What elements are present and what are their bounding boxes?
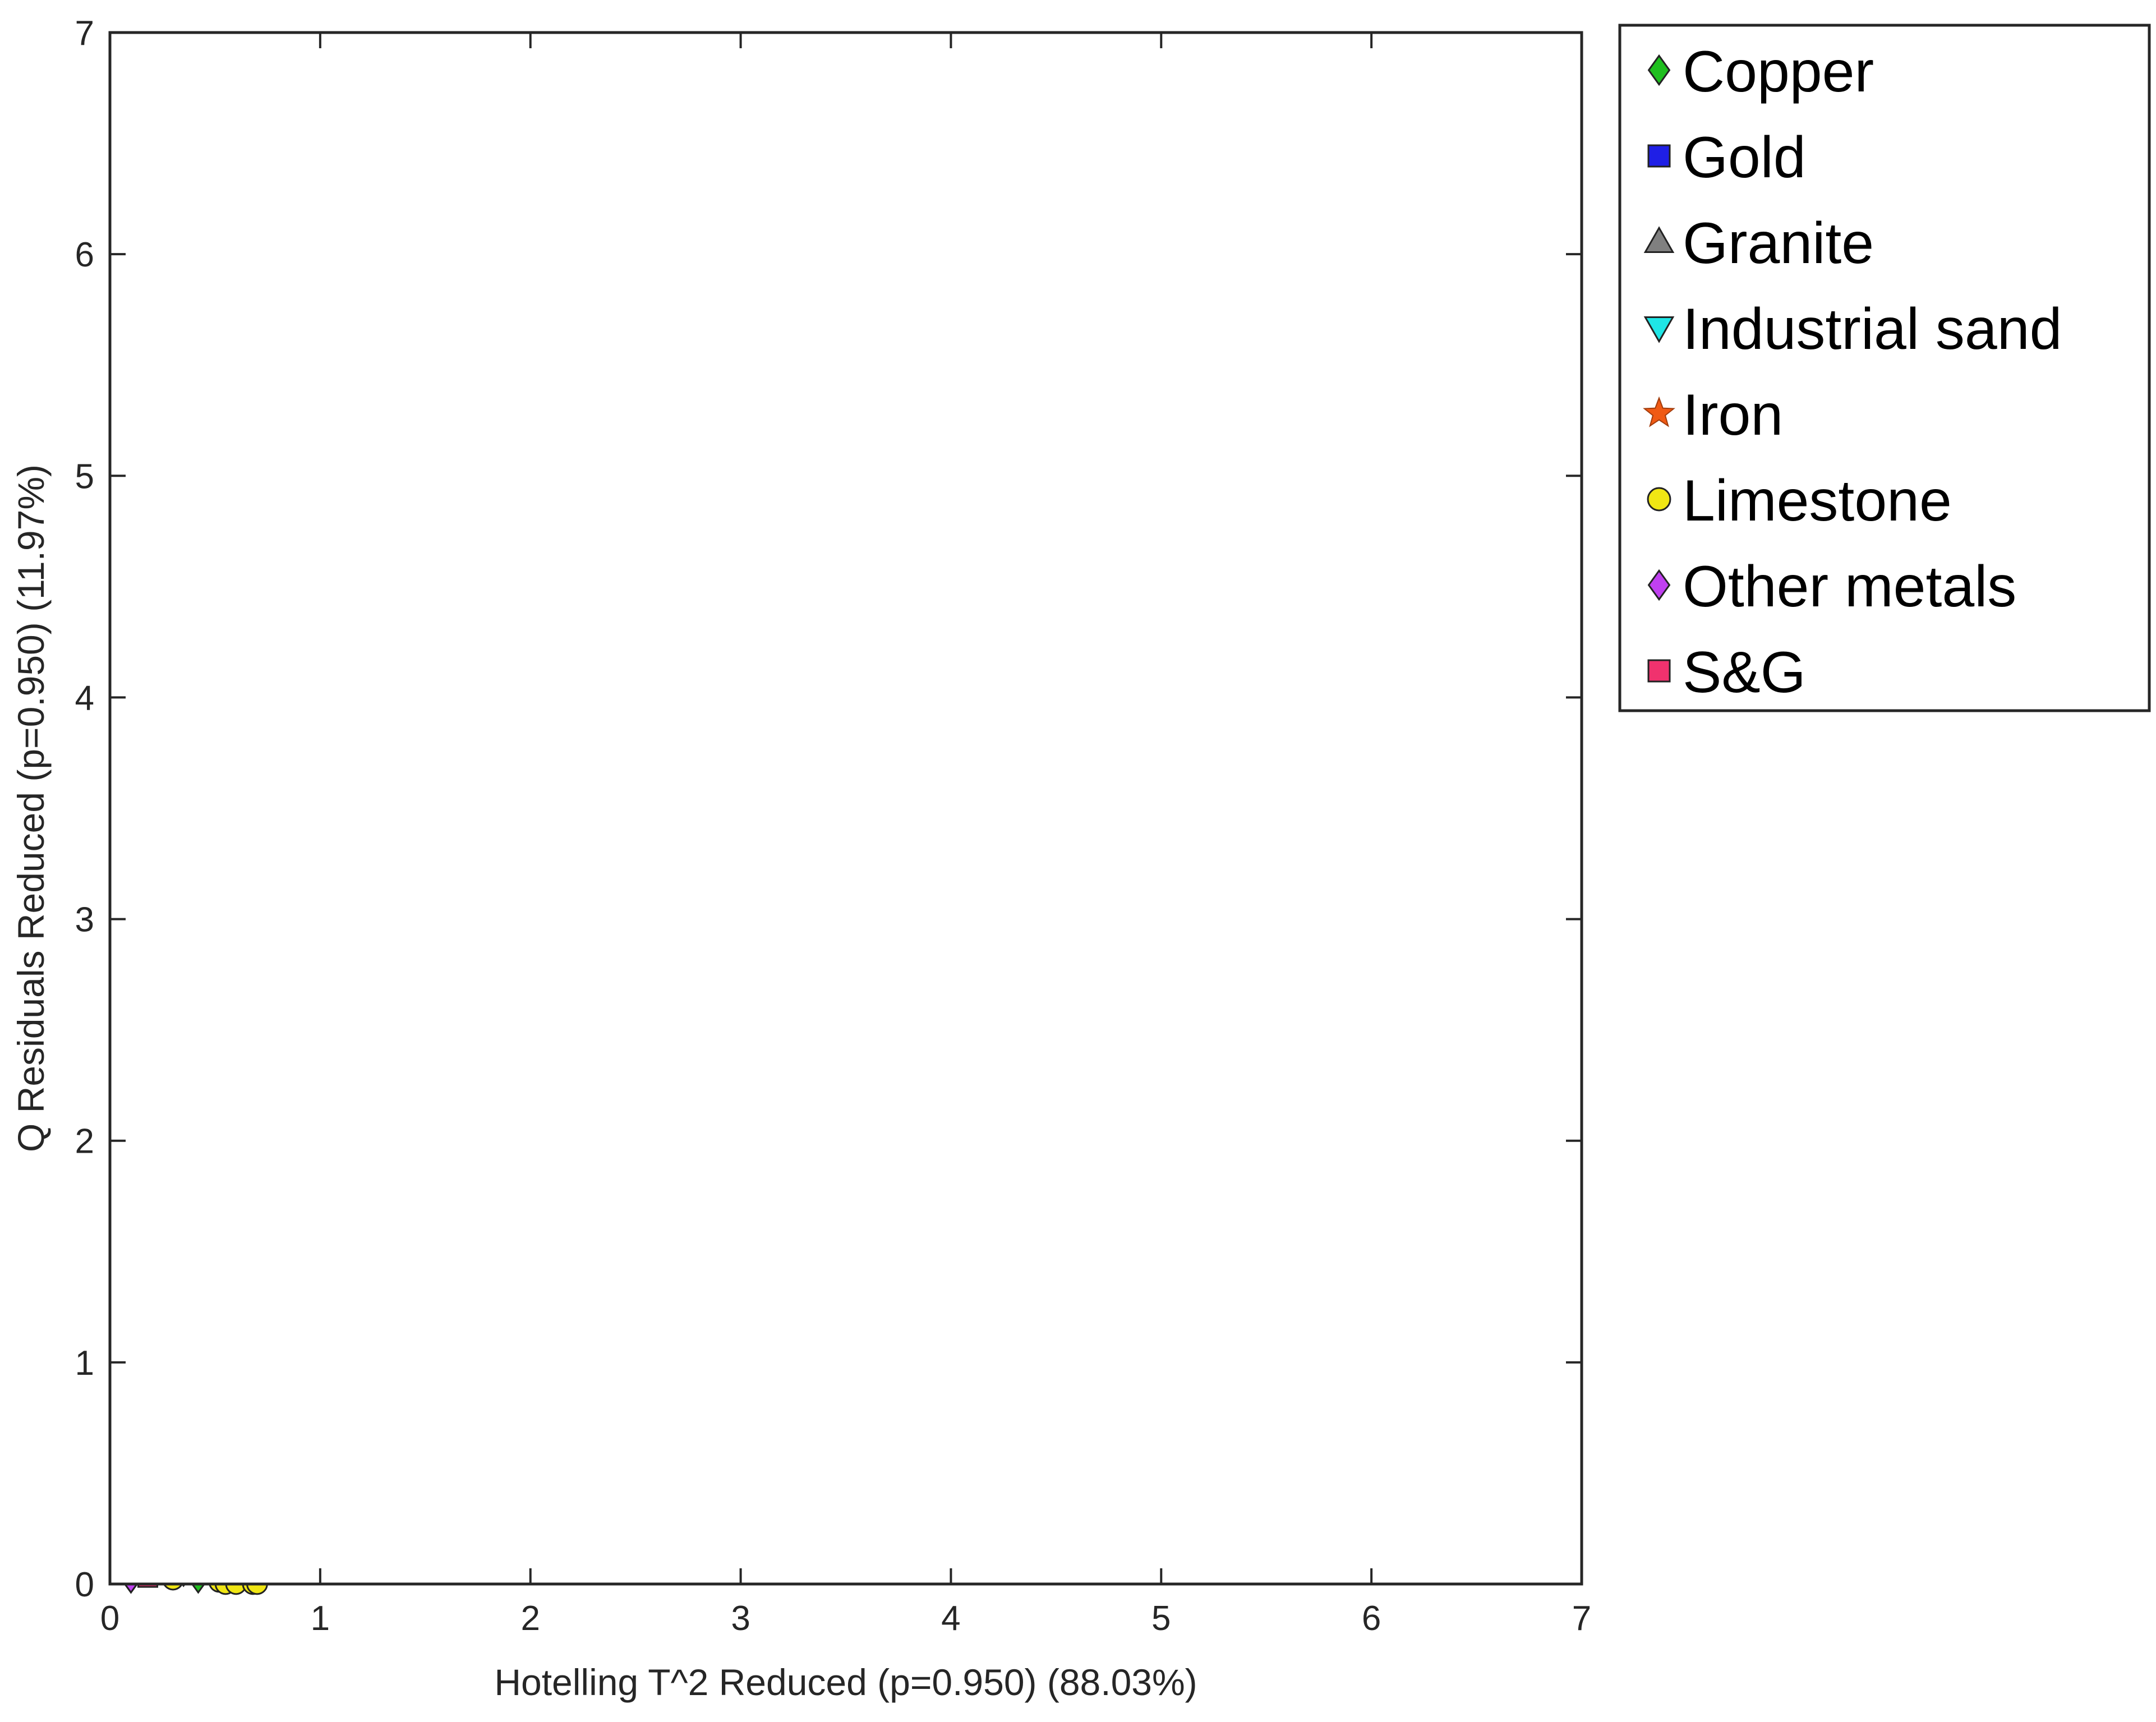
y-tick-label: 0: [75, 1566, 94, 1604]
y-tick-label: 6: [75, 236, 94, 274]
legend-entry-iron: Iron: [1643, 383, 1783, 448]
y-tick-label: 1: [75, 1344, 94, 1383]
x-tick-label: 1: [311, 1599, 330, 1638]
legend-label-limestone: Limestone: [1683, 468, 1952, 533]
legend-label-gold: Gold: [1683, 125, 1806, 190]
legend-label-iron: Iron: [1683, 383, 1783, 448]
y-tick-label: 3: [75, 901, 94, 940]
legend-marker-iron: [1643, 396, 1675, 427]
y-tick-label: 2: [75, 1122, 94, 1161]
legend-entry-limestone: Limestone: [1647, 468, 1952, 533]
legend-entry-gold: Gold: [1647, 125, 1806, 190]
y-tick-label: 5: [75, 457, 94, 496]
x-axis-label: Hotelling T^2 Reduced (p=0.950) (88.03%): [494, 1661, 1197, 1703]
legend-label-granite: Granite: [1683, 211, 1874, 276]
legend-marker-s-g: [1647, 659, 1671, 683]
legend-marker-copper: [1647, 54, 1671, 86]
legend: Copper Gold Granite Industrial sand Iron Lime…: [1618, 24, 2151, 712]
legend-label-other-metals: Other metals: [1683, 554, 2016, 619]
x-tick-label: 3: [731, 1599, 750, 1638]
x-tick-label: 0: [100, 1599, 119, 1638]
legend-label-s-g: S&G: [1683, 640, 1806, 705]
legend-entry-industrial-sand: Industrial sand: [1643, 297, 2062, 362]
legend-entry-copper: Copper: [1647, 39, 1874, 104]
legend-label-industrial-sand: Industrial sand: [1683, 297, 2062, 362]
legend-marker-other-metals: [1647, 569, 1671, 601]
legend-entry-other-metals: Other metals: [1647, 554, 2016, 619]
x-tick-label: 4: [941, 1599, 960, 1638]
plot-frame: [108, 31, 1583, 1586]
y-tick-label: 7: [75, 14, 94, 53]
y-axis-label: Q Residuals Reduced (p=0.950) (11.97%): [10, 464, 52, 1152]
legend-entry-granite: Granite: [1643, 211, 1874, 276]
legend-marker-granite: [1643, 226, 1675, 254]
legend-label-copper: Copper: [1683, 39, 1874, 104]
x-tick-label: 2: [520, 1599, 540, 1638]
legend-marker-gold: [1647, 144, 1671, 168]
legend-marker-limestone: [1647, 487, 1671, 512]
legend-marker-industrial-sand: [1643, 316, 1675, 343]
x-tick-label: 6: [1362, 1599, 1381, 1638]
legend-entry-s-g: S&G: [1647, 640, 1806, 705]
x-tick-label: 7: [1572, 1599, 1591, 1638]
axes: 0 1 2 3 4 5 6 7 0 1 2 3 4 5 6 7: [75, 14, 1592, 1638]
legend-box: [1618, 24, 2151, 712]
y-tick-label: 4: [75, 679, 94, 717]
x-tick-label: 5: [1151, 1599, 1171, 1638]
